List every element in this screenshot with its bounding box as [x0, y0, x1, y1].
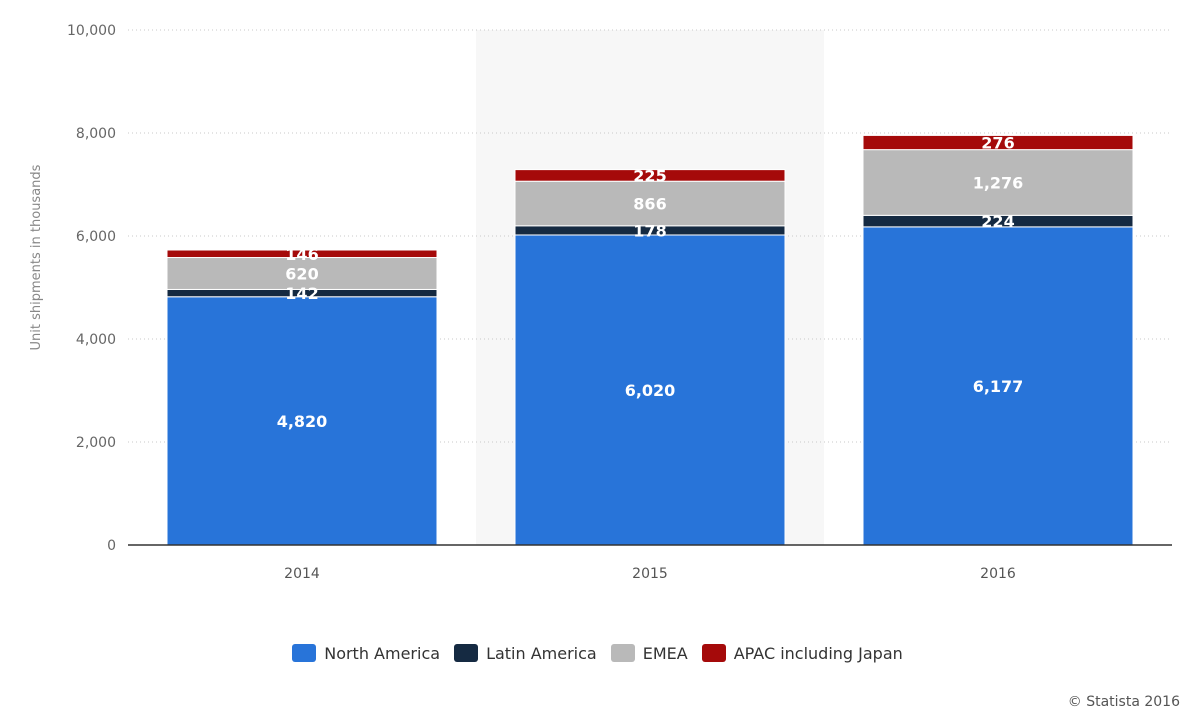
y-tick-label: 6,000 — [76, 229, 116, 245]
legend-item[interactable]: EMEA — [610, 643, 688, 663]
bar-segment[interactable] — [166, 257, 438, 290]
data-label: 142 — [285, 284, 318, 303]
legend-item[interactable]: North America — [292, 644, 440, 663]
data-label: 866 — [633, 195, 666, 214]
bar-segment[interactable] — [514, 180, 786, 227]
x-tick-label: 2015 — [632, 566, 668, 582]
legend-label: APAC including Japan — [733, 643, 903, 663]
bar-segment[interactable] — [862, 226, 1134, 546]
y-tick-label: 10,000 — [67, 23, 116, 39]
data-label: 1,276 — [973, 173, 1024, 192]
bar-segment[interactable] — [862, 149, 1134, 216]
data-label: 6,177 — [973, 377, 1024, 396]
x-axis-ticks: 2014 2015 2016 — [284, 566, 1016, 582]
y-tick-label: 8,000 — [76, 126, 116, 142]
y-axis-ticks: 0 2,000 4,000 6,000 8,000 10,000 — [67, 23, 116, 554]
y-tick-label: 2,000 — [76, 435, 116, 451]
bar-segment[interactable] — [166, 249, 438, 259]
source-credit[interactable]: © Statista 2016 — [1067, 694, 1180, 710]
data-label: 146 — [285, 245, 318, 264]
x-tick-label: 2014 — [284, 566, 320, 582]
legend-swatch — [292, 644, 317, 662]
data-label: 224 — [981, 212, 1014, 231]
legend-item[interactable]: APAC including Japan — [701, 643, 903, 663]
legend: North America Latin America EMEA APAC inclu… — [0, 640, 1195, 666]
bar-segment[interactable] — [862, 134, 1134, 151]
data-label: 225 — [633, 166, 666, 185]
legend-swatch — [454, 644, 479, 662]
y-tick-label: 4,000 — [76, 332, 116, 348]
legend-item[interactable]: Latin America — [454, 644, 597, 663]
x-tick-label: 2016 — [980, 566, 1016, 582]
legend-label: Latin America — [486, 643, 597, 663]
bar-segment[interactable] — [514, 169, 786, 182]
data-label: 620 — [285, 264, 318, 283]
data-label: 276 — [981, 134, 1014, 153]
legend-swatch — [701, 644, 726, 662]
bar-segment[interactable] — [514, 234, 786, 546]
y-tick-label: 0 — [107, 538, 116, 554]
data-label: 178 — [633, 221, 666, 240]
y-axis-label: Unit shipments in thousands — [29, 164, 44, 350]
data-label: 6,020 — [625, 381, 676, 400]
bars — [166, 134, 1134, 546]
legend-swatch — [610, 644, 635, 662]
data-label: 4,820 — [277, 412, 328, 431]
legend-label: EMEA — [642, 643, 688, 663]
legend-label: North America — [324, 643, 441, 663]
bar-segment[interactable] — [166, 296, 438, 546]
